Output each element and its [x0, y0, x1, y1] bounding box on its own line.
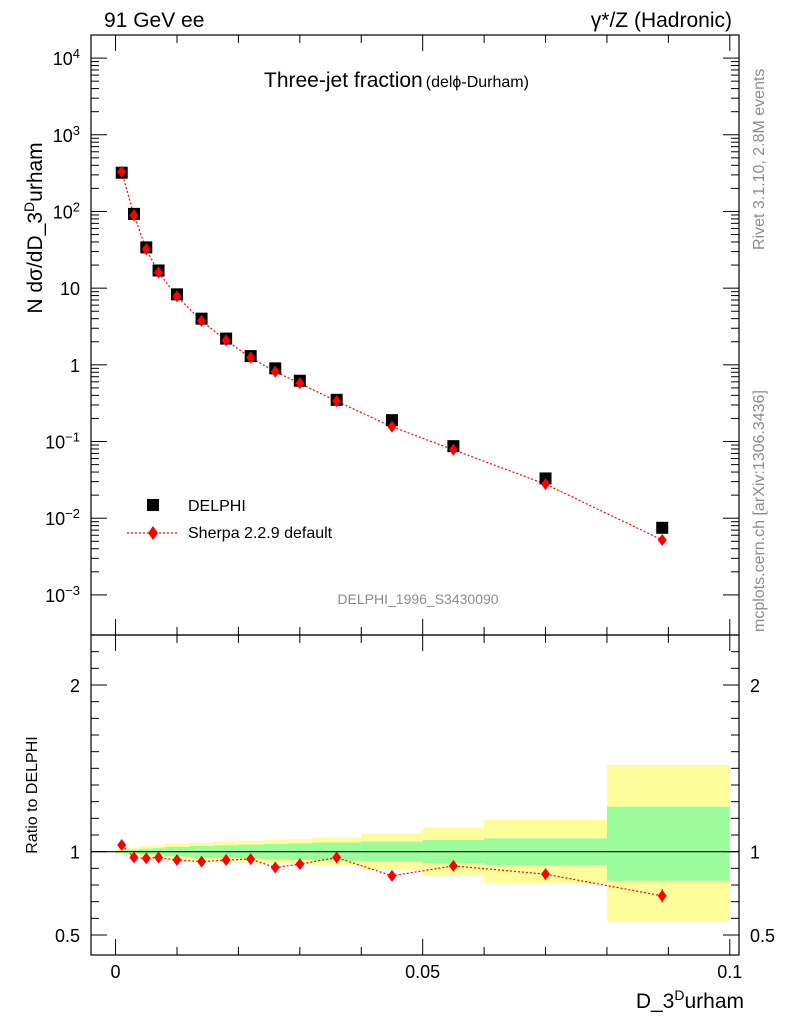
ratio-y-axis: 0.5 0.5 1 1 2 2 [55, 651, 775, 946]
y-tick-label: 10−1 [45, 429, 80, 453]
mc-point [270, 365, 280, 378]
data-point [385, 414, 398, 427]
ratio-mc-point [332, 851, 342, 864]
ratio-mc-point [172, 854, 182, 866]
ratio-mc-point [221, 854, 231, 866]
ratio-mc-point [295, 858, 305, 871]
ratio-band-inner [606, 806, 730, 881]
x-tick-label: 0.1 [717, 962, 742, 982]
y-tick-label: 104 [53, 46, 80, 70]
legend-label-delphi: DELPHI [188, 498, 246, 515]
ratio-band-layer [115, 765, 730, 922]
legend-marker-delphi [147, 499, 159, 511]
ratio-y-axis-label: Ratio to DELPHI [24, 736, 41, 853]
y-tick-label: 1 [70, 356, 80, 376]
mc-point [541, 478, 551, 491]
mc-point [172, 290, 182, 303]
ratio-mc-point [154, 851, 164, 864]
mc-point [295, 377, 305, 390]
mc-point [197, 314, 207, 327]
y-tick-label: 10−3 [45, 582, 80, 606]
ratio-tick-label: 2 [70, 676, 80, 696]
mc-point [448, 443, 458, 456]
mc-point [332, 395, 342, 408]
y-tick-label: 10 [60, 279, 80, 299]
mc-point [154, 266, 164, 279]
main-panel: 10−3 10−2 10−1 1 10 102 103 104 Three-jet fract… [21, 34, 740, 636]
header-right: γ*/Z (Hadronic) [591, 9, 732, 32]
ratio-tick-label-right: 2 [750, 676, 760, 696]
ratio-mc-point [141, 852, 151, 865]
ratio-mc-point [129, 851, 139, 864]
x-axis: 0 0.05 0.1 [111, 635, 742, 982]
chart-title-note: (delϕ-Durham) [426, 74, 529, 91]
mc-point [657, 533, 667, 546]
ratio-mc-point [541, 868, 551, 881]
mcplots-url-label: mcplots.cern.ch [arXiv:1306.3436] [751, 390, 768, 632]
ratio-mc-point [448, 859, 458, 872]
y-tick-label: 103 [53, 122, 80, 146]
ratio-series-layer [117, 839, 667, 903]
mc-point [129, 209, 139, 222]
ratio-tick-label-right: 1 [750, 843, 760, 863]
main-y-axis-label: N dσ/dD_3Durham [21, 142, 47, 313]
ratio-mc-point [657, 889, 667, 902]
header-left: 91 GeV ee [104, 9, 204, 32]
ratio-mc-point [246, 853, 256, 866]
mc-point [221, 334, 231, 347]
x-tick-label: 0.05 [405, 962, 440, 982]
ratio-mc-point [387, 869, 397, 882]
analysis-id-label: DELPHI_1996_S3430090 [337, 591, 498, 607]
ratio-tick-label: 0.5 [55, 926, 80, 946]
ratio-mc-point [117, 839, 127, 851]
rivet-version-label: Rivet 3.1.10, 2.8M events [751, 69, 768, 250]
chart-title-main: Three-jet fraction [264, 69, 423, 92]
ratio-panel: 0.5 0.5 1 1 2 2 0 0.05 0.1 Ratio to DELPHI D_3D… [24, 634, 775, 1013]
chart-title: Three-jet fraction (delϕ-Durham) [264, 69, 529, 92]
legend-marker-sherpa [148, 526, 158, 540]
x-axis-label: D_3Durham [636, 987, 744, 1013]
ratio-tick-label: 1 [70, 843, 80, 863]
x-tick-label: 0 [111, 962, 121, 982]
main-series-layer [115, 165, 669, 546]
ratio-tick-label-right: 0.5 [750, 926, 775, 946]
main-y-axis: 10−3 10−2 10−1 1 10 102 103 104 [45, 34, 739, 606]
legend-label-sherpa: Sherpa 2.2.9 default [188, 525, 333, 542]
mc-line [121, 171, 663, 541]
y-tick-label: 10−2 [45, 506, 80, 530]
data-point [656, 521, 669, 534]
ratio-mc-point [197, 855, 207, 868]
legend: DELPHI Sherpa 2.2.9 default [127, 498, 333, 542]
ratio-mc-point [270, 861, 280, 874]
mc-point [141, 243, 151, 256]
mc-point [117, 165, 127, 178]
mc-point [246, 351, 256, 364]
mc-point [387, 420, 397, 433]
ratio-frame [90, 634, 740, 956]
y-tick-label: 102 [53, 199, 80, 223]
main-frame [90, 34, 740, 636]
main-x-axis-ticks [115, 35, 731, 635]
